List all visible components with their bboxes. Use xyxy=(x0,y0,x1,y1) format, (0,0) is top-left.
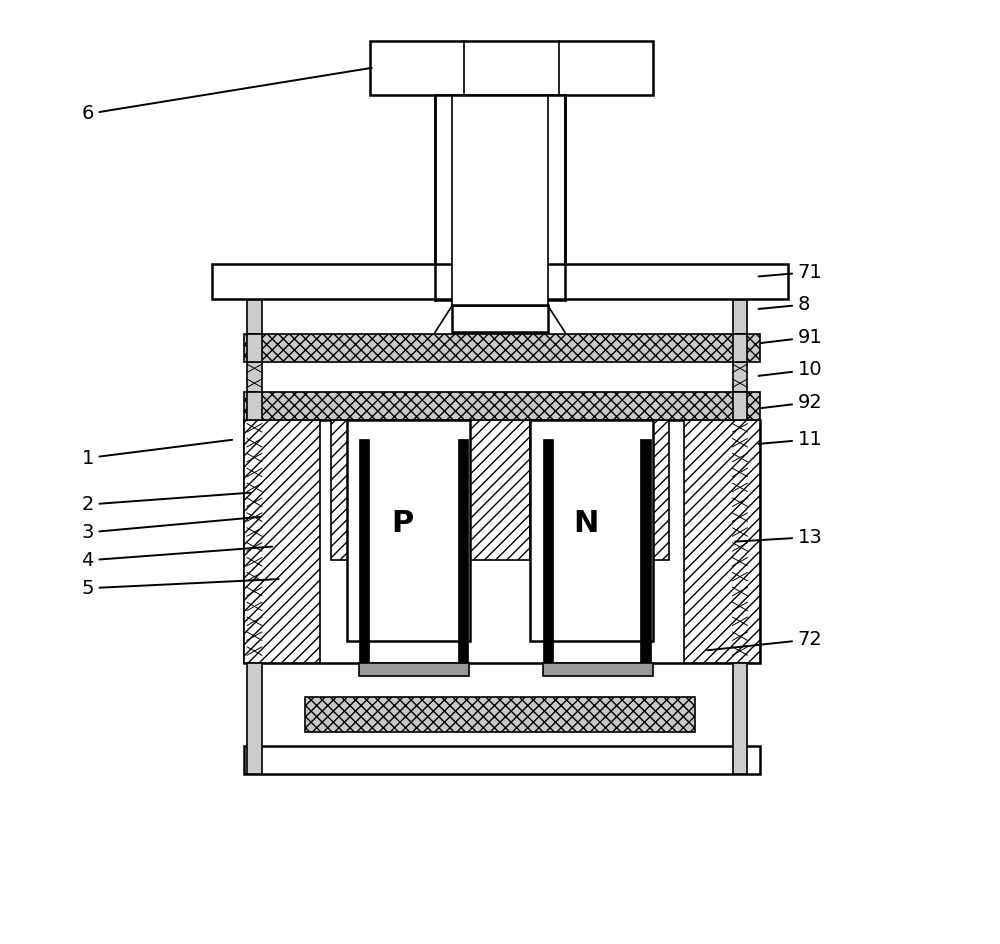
Text: 4: 4 xyxy=(81,547,272,570)
Text: 92: 92 xyxy=(759,393,822,412)
Bar xyxy=(435,95,565,300)
Bar xyxy=(543,663,653,676)
Bar xyxy=(347,420,470,641)
Bar xyxy=(244,334,760,362)
Bar xyxy=(359,440,369,663)
Bar xyxy=(247,392,262,420)
Bar xyxy=(247,300,262,663)
Text: 91: 91 xyxy=(759,328,822,346)
Bar xyxy=(452,132,548,332)
Bar xyxy=(244,747,760,774)
Text: 71: 71 xyxy=(759,262,822,281)
Bar xyxy=(684,420,760,663)
Bar xyxy=(331,420,394,561)
Text: P: P xyxy=(391,509,413,538)
Text: 13: 13 xyxy=(735,528,822,547)
Bar xyxy=(244,420,760,663)
Text: 5: 5 xyxy=(81,579,279,598)
Bar xyxy=(452,305,548,332)
Text: 8: 8 xyxy=(759,295,810,314)
Bar xyxy=(247,663,262,774)
Bar xyxy=(733,392,747,420)
Bar xyxy=(640,440,651,663)
Bar xyxy=(370,42,653,95)
Text: 1: 1 xyxy=(81,440,232,467)
Bar xyxy=(733,334,747,362)
Bar xyxy=(543,440,553,663)
Bar xyxy=(733,300,747,663)
Text: 6: 6 xyxy=(81,68,372,124)
Bar xyxy=(458,440,468,663)
Bar xyxy=(244,420,320,663)
Text: 2: 2 xyxy=(81,493,251,514)
Text: 72: 72 xyxy=(707,630,822,650)
Bar xyxy=(530,420,653,641)
Text: 11: 11 xyxy=(759,430,822,449)
Bar xyxy=(247,334,262,362)
Text: N: N xyxy=(573,509,598,538)
Bar xyxy=(606,420,669,561)
Bar xyxy=(733,663,747,774)
Text: 3: 3 xyxy=(81,517,260,542)
Text: 10: 10 xyxy=(759,361,822,379)
Bar xyxy=(244,392,760,420)
Bar xyxy=(359,663,469,676)
Bar xyxy=(212,263,788,299)
Bar xyxy=(470,420,530,561)
Bar xyxy=(305,697,695,733)
